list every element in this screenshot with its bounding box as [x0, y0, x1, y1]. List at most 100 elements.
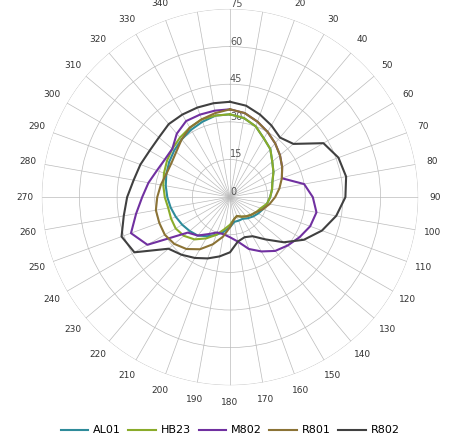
AL01 [188, 127, 193, 133]
R801 [197, 246, 202, 252]
Line: M802: M802 [131, 109, 316, 251]
Line: HB23: HB23 [163, 114, 273, 239]
M802 [309, 194, 315, 200]
R802 [118, 234, 124, 239]
R801 [241, 110, 247, 116]
R801 [279, 164, 284, 170]
AL01 [269, 179, 274, 185]
M802 [206, 231, 211, 237]
HB23 [164, 158, 169, 164]
AL01 [227, 224, 232, 230]
M802 [279, 176, 284, 181]
AL01 [241, 116, 246, 121]
M802 [154, 168, 159, 173]
AL01 [162, 183, 168, 189]
M802 [146, 180, 151, 185]
HB23 [168, 216, 174, 221]
R802 [342, 174, 348, 179]
R801 [227, 107, 232, 112]
M802 [246, 246, 251, 252]
HB23 [241, 116, 246, 121]
Line: R801: R801 [156, 109, 281, 249]
HB23 [227, 112, 232, 117]
Line: AL01: AL01 [165, 114, 273, 236]
R802 [179, 112, 185, 117]
AL01 [245, 215, 250, 221]
HB23 [177, 135, 182, 140]
HB23 [169, 146, 175, 151]
R801 [248, 212, 253, 218]
AL01 [186, 228, 192, 234]
HB23 [257, 206, 263, 211]
R801 [227, 224, 232, 230]
M802 [145, 242, 150, 247]
AL01 [261, 136, 266, 141]
M802 [284, 243, 290, 248]
R802 [137, 162, 143, 167]
R801 [243, 214, 248, 219]
R801 [210, 241, 215, 247]
R802 [124, 194, 129, 200]
HB23 [221, 227, 227, 232]
R802 [205, 256, 210, 261]
R801 [277, 152, 282, 158]
M802 [197, 112, 202, 117]
HB23 [238, 214, 244, 220]
R802 [243, 103, 248, 108]
R802 [227, 99, 232, 104]
M802 [169, 146, 175, 151]
AL01 [231, 219, 236, 224]
AL01 [267, 146, 273, 152]
AL01 [179, 137, 184, 142]
R801 [254, 119, 260, 125]
R802 [192, 255, 197, 261]
HB23 [269, 187, 274, 192]
AL01 [204, 233, 210, 239]
R801 [158, 182, 163, 188]
R801 [179, 137, 184, 142]
HB23 [269, 179, 274, 185]
R801 [212, 110, 218, 116]
M802 [277, 152, 282, 158]
HB23 [227, 112, 232, 117]
M802 [313, 210, 319, 215]
HB23 [253, 210, 258, 215]
M802 [185, 230, 190, 235]
AL01 [213, 232, 218, 237]
M802 [264, 129, 270, 135]
AL01 [250, 214, 255, 219]
R802 [131, 250, 137, 255]
M802 [254, 119, 260, 125]
HB23 [269, 159, 274, 164]
R802 [179, 252, 184, 258]
HB23 [165, 205, 171, 211]
R801 [227, 107, 232, 112]
HB23 [264, 201, 269, 207]
M802 [279, 164, 284, 170]
M802 [296, 235, 302, 240]
M802 [220, 232, 226, 237]
AL01 [267, 194, 272, 200]
M802 [258, 249, 263, 254]
R802 [210, 100, 216, 106]
R802 [290, 141, 296, 146]
AL01 [199, 119, 205, 125]
HB23 [181, 233, 186, 238]
R801 [154, 194, 160, 200]
M802 [162, 157, 167, 162]
M802 [272, 248, 277, 254]
HB23 [187, 125, 192, 130]
M802 [174, 131, 179, 136]
AL01 [269, 187, 274, 192]
HB23 [267, 194, 272, 200]
R802 [262, 237, 268, 242]
M802 [139, 194, 145, 200]
R801 [260, 207, 265, 212]
Legend: AL01, HB23, M802, R801, R802: AL01, HB23, M802, R801, R802 [56, 421, 403, 440]
R801 [264, 129, 270, 135]
R801 [234, 213, 239, 219]
M802 [227, 107, 232, 112]
R802 [268, 123, 274, 128]
R801 [272, 141, 277, 146]
HB23 [252, 124, 258, 129]
